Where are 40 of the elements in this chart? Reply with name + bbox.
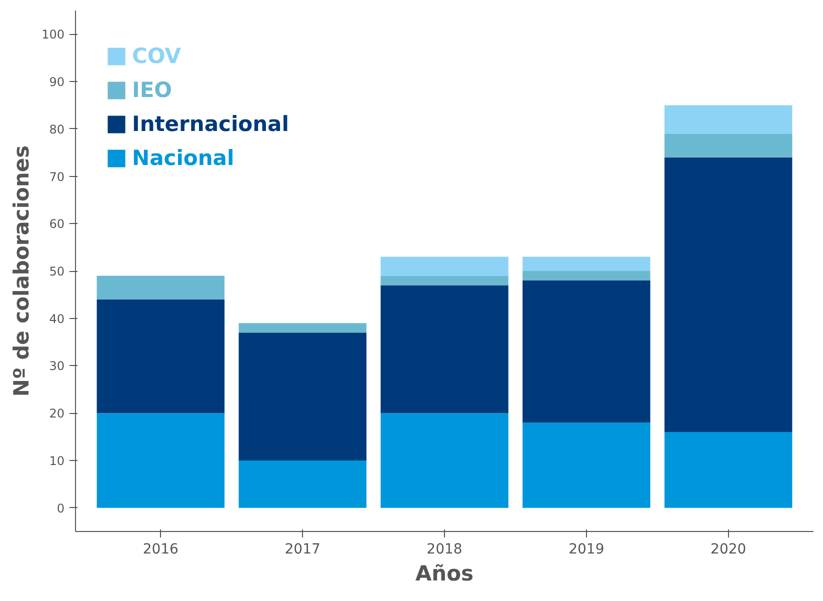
y-tick-label: 30 (49, 359, 65, 374)
x-tick-label: 2019 (568, 542, 604, 558)
x-axis-title: Años (415, 562, 474, 586)
bar (380, 285, 508, 414)
y-tick-label: 10 (49, 454, 65, 468)
y-tick-label: 60 (49, 217, 65, 232)
bar (380, 256, 508, 276)
bar (380, 276, 508, 286)
y-tick-label: 100 (42, 28, 64, 42)
bar (96, 299, 225, 414)
bar (664, 432, 792, 508)
bar (522, 256, 650, 271)
y-tick-label: 40 (49, 312, 65, 326)
bar (664, 157, 792, 432)
bar (238, 332, 366, 460)
x-tick-label: 2018 (426, 542, 462, 558)
bar (380, 413, 508, 508)
legend-label: COV (132, 44, 181, 68)
bar (664, 134, 792, 158)
y-tick-label: 70 (49, 170, 65, 184)
bar (96, 276, 225, 300)
y-tick-label: 0 (56, 501, 65, 516)
bar (238, 323, 366, 333)
legend-label: Nacional (132, 146, 234, 170)
x-tick-label: 2017 (284, 542, 320, 558)
y-tick-label: 50 (49, 264, 65, 278)
bar (96, 413, 225, 508)
y-tick-label: 90 (49, 75, 65, 90)
y-axis-title: Nº de colaboraciones (10, 145, 34, 397)
legend-label: Internacional (132, 112, 289, 136)
bar (522, 422, 650, 508)
y-tick-label: 80 (49, 122, 65, 136)
bar (522, 271, 650, 280)
legend-label: IEO (132, 78, 172, 102)
x-tick-label: 2016 (142, 542, 179, 558)
bar (664, 105, 792, 134)
y-tick-label: 20 (49, 406, 65, 421)
bar (522, 280, 650, 423)
x-tick-label: 2020 (710, 542, 746, 558)
bar (238, 460, 366, 508)
